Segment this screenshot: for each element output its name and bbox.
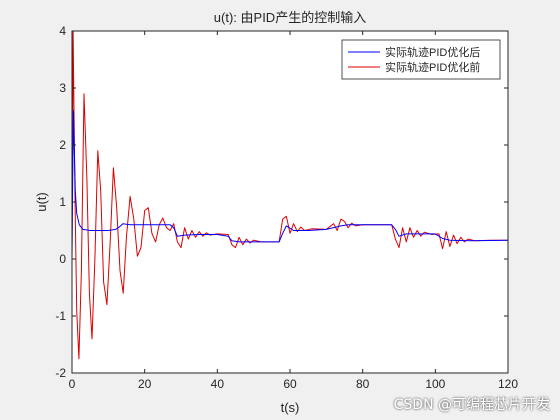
x-tick-label: 100 <box>425 377 445 391</box>
series-line-original <box>71 30 508 360</box>
y-tick-label: 0 <box>59 252 66 266</box>
x-tick-label: 0 <box>69 377 76 391</box>
legend: 实际轨迹PID优化后 实际轨迹PID优化前 <box>341 39 501 80</box>
ticks-layer: 0 20 40 60 80 100 120 -2 -1 0 1 2 3 4 <box>55 24 518 391</box>
y-tick-label: -1 <box>55 309 66 323</box>
y-tick-label: 1 <box>59 195 66 209</box>
chart-title: u(t): 由PID产生的控制输入 <box>214 10 366 25</box>
legend-box <box>341 39 501 80</box>
y-axis-label: u(t) <box>34 192 49 212</box>
x-tick-label: 20 <box>138 377 152 391</box>
series-line-optimized <box>71 110 509 260</box>
y-tick-label: 2 <box>59 138 66 152</box>
y-tick-label: 4 <box>59 24 66 38</box>
y-tick-label: -2 <box>55 366 66 380</box>
plot-area <box>72 31 508 373</box>
x-tick-label: 60 <box>283 377 297 391</box>
x-axis-label: t(s) <box>281 400 300 415</box>
y-tick-label: 3 <box>59 81 66 95</box>
series-layer <box>71 30 509 360</box>
x-tick-label: 120 <box>498 377 518 391</box>
x-tick-label: 80 <box>356 377 370 391</box>
legend-label-original: 实际轨迹PID优化前 <box>385 60 480 74</box>
x-tick-label: 40 <box>211 377 225 391</box>
legend-label-optimized: 实际轨迹PID优化后 <box>385 45 480 59</box>
watermark: CSDN @可编程芯片开发 <box>393 397 550 413</box>
